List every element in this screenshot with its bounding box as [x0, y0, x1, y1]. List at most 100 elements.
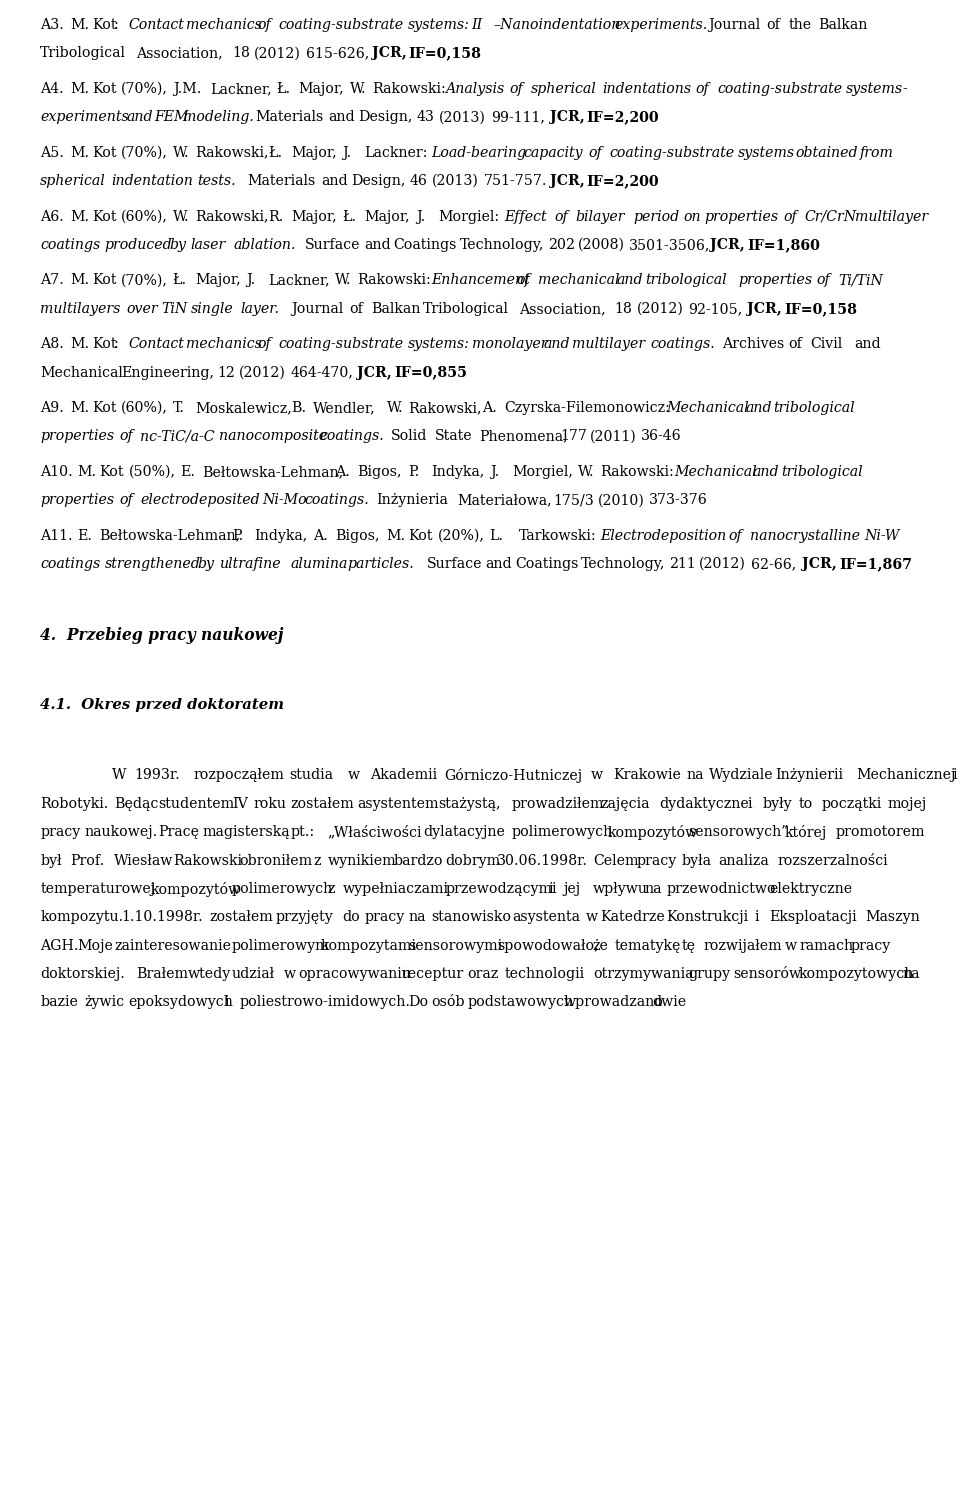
Text: wypełniaczami: wypełniaczami — [343, 881, 448, 896]
Text: polimerowych: polimerowych — [232, 881, 333, 896]
Text: Surface: Surface — [426, 557, 482, 570]
Text: IF=0,158: IF=0,158 — [784, 302, 857, 315]
Text: obtained: obtained — [795, 146, 857, 160]
Text: Major,: Major, — [291, 210, 336, 223]
Text: –Nanoindentation: –Nanoindentation — [493, 18, 620, 32]
Text: A9.: A9. — [40, 401, 64, 415]
Text: coating-substrate: coating-substrate — [717, 81, 842, 97]
Text: Rakowski,: Rakowski, — [195, 210, 269, 223]
Text: mechanical: mechanical — [538, 273, 619, 287]
Text: że: że — [593, 939, 609, 952]
Text: Morgiel:: Morgiel: — [438, 210, 499, 223]
Text: analiza: analiza — [718, 854, 769, 868]
Text: sensorowymi: sensorowymi — [409, 939, 503, 952]
Text: Do: Do — [409, 996, 429, 1010]
Text: 30.06.1998r.: 30.06.1998r. — [497, 854, 588, 868]
Text: 43: 43 — [417, 110, 435, 124]
Text: multilayer: multilayer — [854, 210, 927, 223]
Text: Materiałowa,: Materiałowa, — [457, 493, 552, 507]
Text: udział: udział — [232, 967, 275, 981]
Text: ablation.: ablation. — [233, 238, 296, 252]
Text: of: of — [516, 273, 530, 287]
Text: z: z — [313, 854, 321, 868]
Text: Kot: Kot — [99, 465, 124, 478]
Text: Journal: Journal — [708, 18, 760, 32]
Text: zostałem: zostałem — [209, 910, 274, 925]
Text: Górniczo-Hutniczej: Górniczo-Hutniczej — [444, 768, 582, 783]
Text: tribological: tribological — [774, 401, 855, 415]
Text: studia: studia — [289, 768, 333, 783]
Text: Rakowski:: Rakowski: — [600, 465, 674, 478]
Text: kompozytów: kompozytów — [151, 881, 241, 896]
Text: rozszerzalności: rozszerzalności — [777, 854, 888, 868]
Text: P.: P. — [232, 528, 243, 543]
Text: 177: 177 — [560, 430, 587, 444]
Text: mechanics: mechanics — [186, 18, 262, 32]
Text: II: II — [471, 18, 483, 32]
Text: modeling.: modeling. — [183, 110, 254, 124]
Text: J.: J. — [490, 465, 499, 478]
Text: Bełtowska-Lehman,: Bełtowska-Lehman, — [203, 465, 344, 478]
Text: asystentem: asystentem — [357, 797, 439, 810]
Text: Kot: Kot — [92, 338, 116, 352]
Text: nc-TiC/a-C: nc-TiC/a-C — [140, 430, 215, 444]
Text: FEM: FEM — [155, 110, 189, 124]
Text: A.: A. — [482, 401, 497, 415]
Text: Konstrukcji: Konstrukcji — [666, 910, 749, 925]
Text: particles.: particles. — [348, 557, 415, 570]
Text: studentem: studentem — [158, 797, 234, 810]
Text: Tribological: Tribological — [423, 302, 509, 315]
Text: doktorskiej.: doktorskiej. — [40, 967, 125, 981]
Text: the: the — [789, 18, 812, 32]
Text: „Właściwości: „Właściwości — [327, 825, 422, 839]
Text: Coatings: Coatings — [394, 238, 457, 252]
Text: Civil: Civil — [810, 338, 843, 352]
Text: Rakowski:: Rakowski: — [372, 81, 445, 97]
Text: W.: W. — [173, 210, 189, 223]
Text: 12: 12 — [217, 365, 235, 380]
Text: of: of — [257, 338, 271, 352]
Text: Rakowski:: Rakowski: — [357, 273, 431, 287]
Text: alumina: alumina — [291, 557, 348, 570]
Text: TiN: TiN — [162, 302, 188, 315]
Text: Solid: Solid — [391, 430, 427, 444]
Text: Inżynieria: Inżynieria — [376, 493, 448, 507]
Text: by: by — [169, 238, 186, 252]
Text: były: były — [762, 797, 792, 810]
Text: 18: 18 — [614, 302, 633, 315]
Text: Kot: Kot — [92, 210, 116, 223]
Text: W.: W. — [349, 81, 367, 97]
Text: A7.: A7. — [40, 273, 64, 287]
Text: (50%),: (50%), — [129, 465, 176, 478]
Text: (70%),: (70%), — [121, 146, 168, 160]
Text: dwie: dwie — [652, 996, 685, 1010]
Text: wprowadzano: wprowadzano — [564, 996, 663, 1010]
Text: i: i — [952, 768, 956, 783]
Text: capacity: capacity — [523, 146, 584, 160]
Text: E.: E. — [180, 465, 195, 478]
Text: of: of — [349, 302, 364, 315]
Text: W.: W. — [578, 465, 594, 478]
Text: Katedrze: Katedrze — [600, 910, 665, 925]
Text: mechanics: mechanics — [186, 338, 262, 352]
Text: and: and — [753, 465, 779, 478]
Text: properties: properties — [40, 430, 114, 444]
Text: L.: L. — [490, 528, 504, 543]
Text: ultrafine: ultrafine — [219, 557, 280, 570]
Text: Kot: Kot — [92, 146, 116, 160]
Text: mojej: mojej — [887, 797, 926, 810]
Text: bazie: bazie — [40, 996, 78, 1010]
Text: Kot: Kot — [409, 528, 433, 543]
Text: IV: IV — [232, 797, 248, 810]
Text: Bigos,: Bigos, — [335, 528, 379, 543]
Text: Technology,: Technology, — [581, 557, 665, 570]
Text: State: State — [435, 430, 472, 444]
Text: Robotyki.: Robotyki. — [40, 797, 108, 810]
Text: przyjęty: przyjęty — [276, 910, 334, 925]
Text: (2011): (2011) — [589, 430, 636, 444]
Text: M.: M. — [387, 528, 406, 543]
Text: A.: A. — [335, 465, 349, 478]
Text: Bigos,: Bigos, — [357, 465, 401, 478]
Text: Archives: Archives — [722, 338, 784, 352]
Text: and: and — [854, 338, 881, 352]
